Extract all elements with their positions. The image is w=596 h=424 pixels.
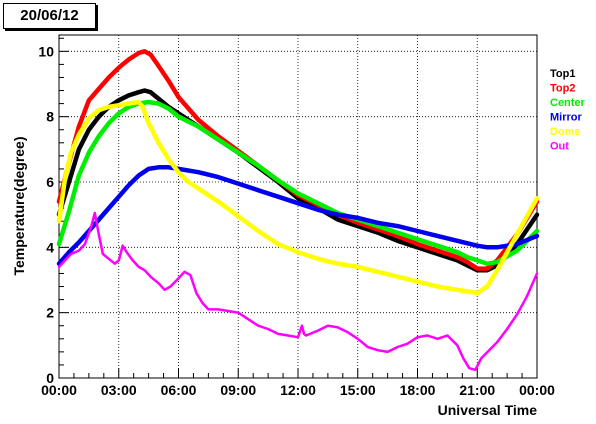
series-line-out: [57, 211, 539, 372]
grid-lines: [59, 35, 537, 378]
y-tick-label: 8: [46, 109, 54, 125]
x-tick-label: 18:00: [400, 382, 436, 398]
y-tick-label: 4: [46, 239, 54, 255]
x-tick-label: 00:00: [41, 382, 77, 398]
x-tick-label: 09:00: [220, 382, 256, 398]
legend-label-top2: Top2: [550, 83, 575, 95]
x-tick-label: 21:00: [459, 382, 495, 398]
y-tick-label: 6: [46, 174, 54, 190]
x-tick-label: 12:00: [280, 382, 316, 398]
x-tick-label: 06:00: [161, 382, 197, 398]
legend-label-mirror: Mirror: [550, 112, 583, 124]
y-tick-label: 10: [38, 43, 54, 59]
legend-label-out: Out: [550, 141, 569, 153]
series-line-mirror: [56, 165, 540, 266]
x-axis: 00:00 03:00 06:00 09:00 12:00 15:00 18:00 21:00…: [41, 368, 555, 398]
legend: Top1 Top2 Center Mirror Dome Out: [550, 68, 586, 153]
chart-title: 20/06/12: [3, 3, 96, 29]
x-tick-label: 00:00: [519, 382, 555, 398]
legend-label-top1: Top1: [550, 68, 575, 80]
y-tick-label: 2: [46, 305, 54, 321]
x-tick-label: 03:00: [101, 382, 137, 398]
y-axis: 0 2 4 6 8 10: [38, 37, 69, 386]
legend-label-dome: Dome: [550, 126, 581, 138]
series-lines: [56, 49, 540, 372]
legend-label-center: Center: [550, 97, 586, 109]
series-line-center: [56, 99, 540, 266]
y-axis-title: Temperature(degree): [11, 136, 27, 275]
x-axis-title: Universal Time: [438, 402, 538, 418]
x-tick-label: 15:00: [340, 382, 376, 398]
y-tick-label: 0: [46, 370, 54, 386]
series-line-dome: [56, 99, 540, 296]
